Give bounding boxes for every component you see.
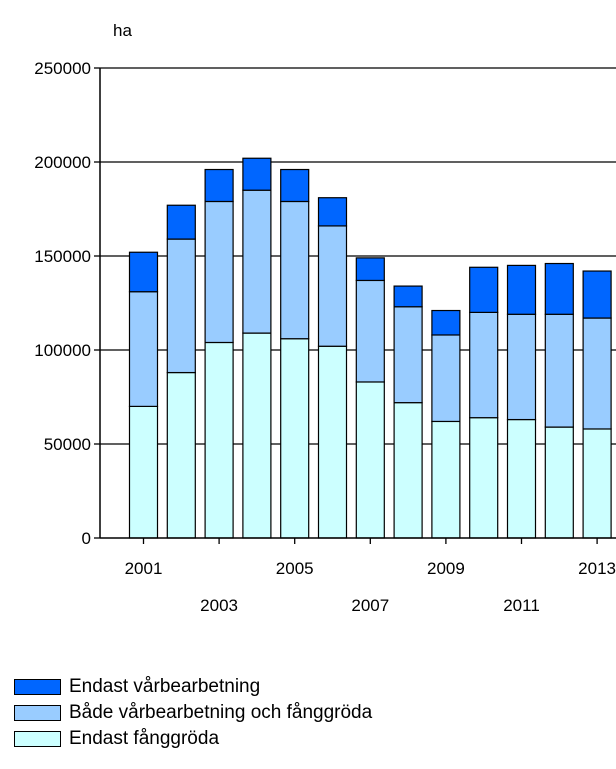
bar-segment xyxy=(393,402,423,539)
bar-segment xyxy=(582,270,612,319)
x-tick-label: 2001 xyxy=(125,559,163,578)
bar-segment xyxy=(469,311,499,419)
bar-segment xyxy=(128,251,159,293)
bar-segment xyxy=(506,313,537,421)
bar-segment xyxy=(355,381,385,539)
bars xyxy=(128,157,612,539)
y-tick-labels: 0 50000 100000 150000 200000 250000 xyxy=(34,59,100,548)
y-unit-label: ha xyxy=(113,21,132,40)
legend-swatch-endast-varbearbetning xyxy=(14,679,61,695)
bar-segment xyxy=(242,157,272,191)
bar-segment xyxy=(242,189,272,334)
bar-segment xyxy=(355,257,385,282)
bar-segment xyxy=(431,309,461,336)
legend-swatch-endast-fanggroda xyxy=(14,731,61,747)
bar-segment xyxy=(393,306,423,404)
bar-segment xyxy=(506,418,537,539)
legend-label: Endast fånggröda xyxy=(69,728,220,749)
y-tick-label: 250000 xyxy=(34,59,91,78)
bar-segment xyxy=(582,428,612,539)
x-tick-label: 2005 xyxy=(276,559,314,578)
legend-item-bade: Både vårbearbetning och fånggröda xyxy=(14,700,372,726)
bar-segment xyxy=(469,266,499,313)
y-tick-label: 0 xyxy=(82,529,91,548)
y-tick-label: 50000 xyxy=(44,435,91,454)
x-tick-label: 2007 xyxy=(351,596,389,615)
bar-segment xyxy=(355,279,385,383)
bar-segment xyxy=(128,291,159,408)
bar-segment xyxy=(544,426,574,539)
bar-segment xyxy=(317,345,348,539)
bar-segment xyxy=(317,225,348,347)
x-tick-label: 2003 xyxy=(200,596,238,615)
bar-segment xyxy=(431,334,461,423)
x-tick-label: 2013 xyxy=(578,559,616,578)
y-tick-label: 200000 xyxy=(34,153,91,172)
bar-segment xyxy=(280,168,310,203)
bar-segment xyxy=(204,168,234,203)
bar-segment xyxy=(204,200,234,344)
bar-segment xyxy=(393,285,423,308)
y-tick-label: 150000 xyxy=(34,247,91,266)
bar-segment xyxy=(242,332,272,539)
bar-segment xyxy=(128,405,159,539)
bar-segment xyxy=(166,238,196,374)
x-tick-label: 2009 xyxy=(427,559,465,578)
bar-segment xyxy=(166,371,196,539)
bar-segment xyxy=(204,341,234,539)
bar-segment xyxy=(544,313,574,428)
legend-item-endast-varbearbetning: Endast vårbearbetning xyxy=(14,674,372,700)
bar-segment xyxy=(431,420,461,539)
legend: Endast vårbearbetning Både vårbearbetnin… xyxy=(14,674,372,752)
x-tick-labels: 2001 2005 2009 2013 2003 2007 2011 xyxy=(125,538,616,615)
bar-segment xyxy=(469,417,499,539)
x-tick-label: 2011 xyxy=(503,596,540,615)
axes xyxy=(99,68,616,539)
legend-item-endast-fanggroda: Endast fånggröda xyxy=(14,726,372,752)
bar-segment xyxy=(582,317,612,430)
bar-segment xyxy=(317,197,348,227)
bar-segment xyxy=(544,262,574,315)
bar-segment xyxy=(280,338,310,539)
bar-segment xyxy=(166,204,196,240)
y-tick-label: 100000 xyxy=(34,341,91,360)
legend-label: Endast vårbearbetning xyxy=(69,676,261,697)
legend-label: Både vårbearbetning och fånggröda xyxy=(69,702,373,723)
bar-segment xyxy=(506,264,537,315)
legend-swatch-bade xyxy=(14,705,61,721)
bar-segment xyxy=(280,200,310,340)
